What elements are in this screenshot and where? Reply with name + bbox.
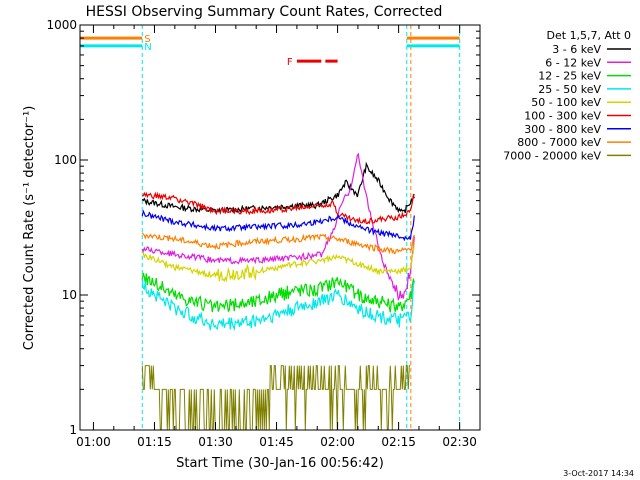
legend-label-7: 800 - 7000 keV xyxy=(517,136,601,149)
legend-label-8: 7000 - 20000 keV xyxy=(503,149,601,162)
y-tick-label-1: 10 xyxy=(62,288,77,302)
legend-label-4: 50 - 100 keV xyxy=(531,96,601,109)
state-bars: SN F xyxy=(80,34,460,68)
legend-label-0: 3 - 6 keV xyxy=(552,43,601,56)
series-line-7 xyxy=(141,232,415,255)
y-tick-label-3: 1000 xyxy=(46,18,77,32)
y-tick-label-0: 1 xyxy=(69,423,77,437)
state-label-n: N xyxy=(144,42,151,53)
series-line-3 xyxy=(141,278,415,332)
state-label-s: S xyxy=(144,34,150,45)
series-line-2 xyxy=(141,272,415,313)
series-line-1 xyxy=(141,152,415,302)
timestamp-label: 3-Oct-2017 14:34 xyxy=(563,469,634,478)
series-line-4 xyxy=(141,242,415,283)
legend-label-1: 6 - 12 keV xyxy=(545,56,601,69)
legend-label-2: 12 - 25 keV xyxy=(538,70,601,83)
x-tick-label-5: 02:15 xyxy=(381,435,416,449)
plot-frame xyxy=(79,24,481,431)
legend-label-5: 100 - 300 keV xyxy=(524,110,601,123)
x-axis-label: Start Time (30-Jan-16 00:56:42) xyxy=(176,456,384,471)
x-tick-label-1: 01:15 xyxy=(137,435,172,449)
x-tick-label-6: 02:30 xyxy=(442,435,477,449)
legend-label-6: 300 - 800 keV xyxy=(524,123,601,136)
chart-title: HESSI Observing Summary Count Rates, Cor… xyxy=(86,4,443,20)
legend-label-3: 25 - 50 keV xyxy=(538,83,601,96)
y-axis-label: Corrected Count Rate (s⁻¹ detector⁻¹) xyxy=(22,106,37,351)
axis-ticks: 01:00 01:15 01:30 01:45 02:00 02:15 02:30 1 10 10… xyxy=(46,18,480,449)
x-tick-label-2: 01:30 xyxy=(198,435,233,449)
x-tick-label-4: 02:00 xyxy=(320,435,355,449)
x-tick-label-3: 01:45 xyxy=(259,435,294,449)
series-line-5 xyxy=(142,191,415,225)
x-tick-label-0: 01:00 xyxy=(76,435,111,449)
legend-title: Det 1,5,7, Att 0 xyxy=(547,29,631,42)
y-tick-label-2: 100 xyxy=(54,153,77,167)
state-label-f: F xyxy=(287,57,293,68)
series-line-6 xyxy=(141,209,415,242)
